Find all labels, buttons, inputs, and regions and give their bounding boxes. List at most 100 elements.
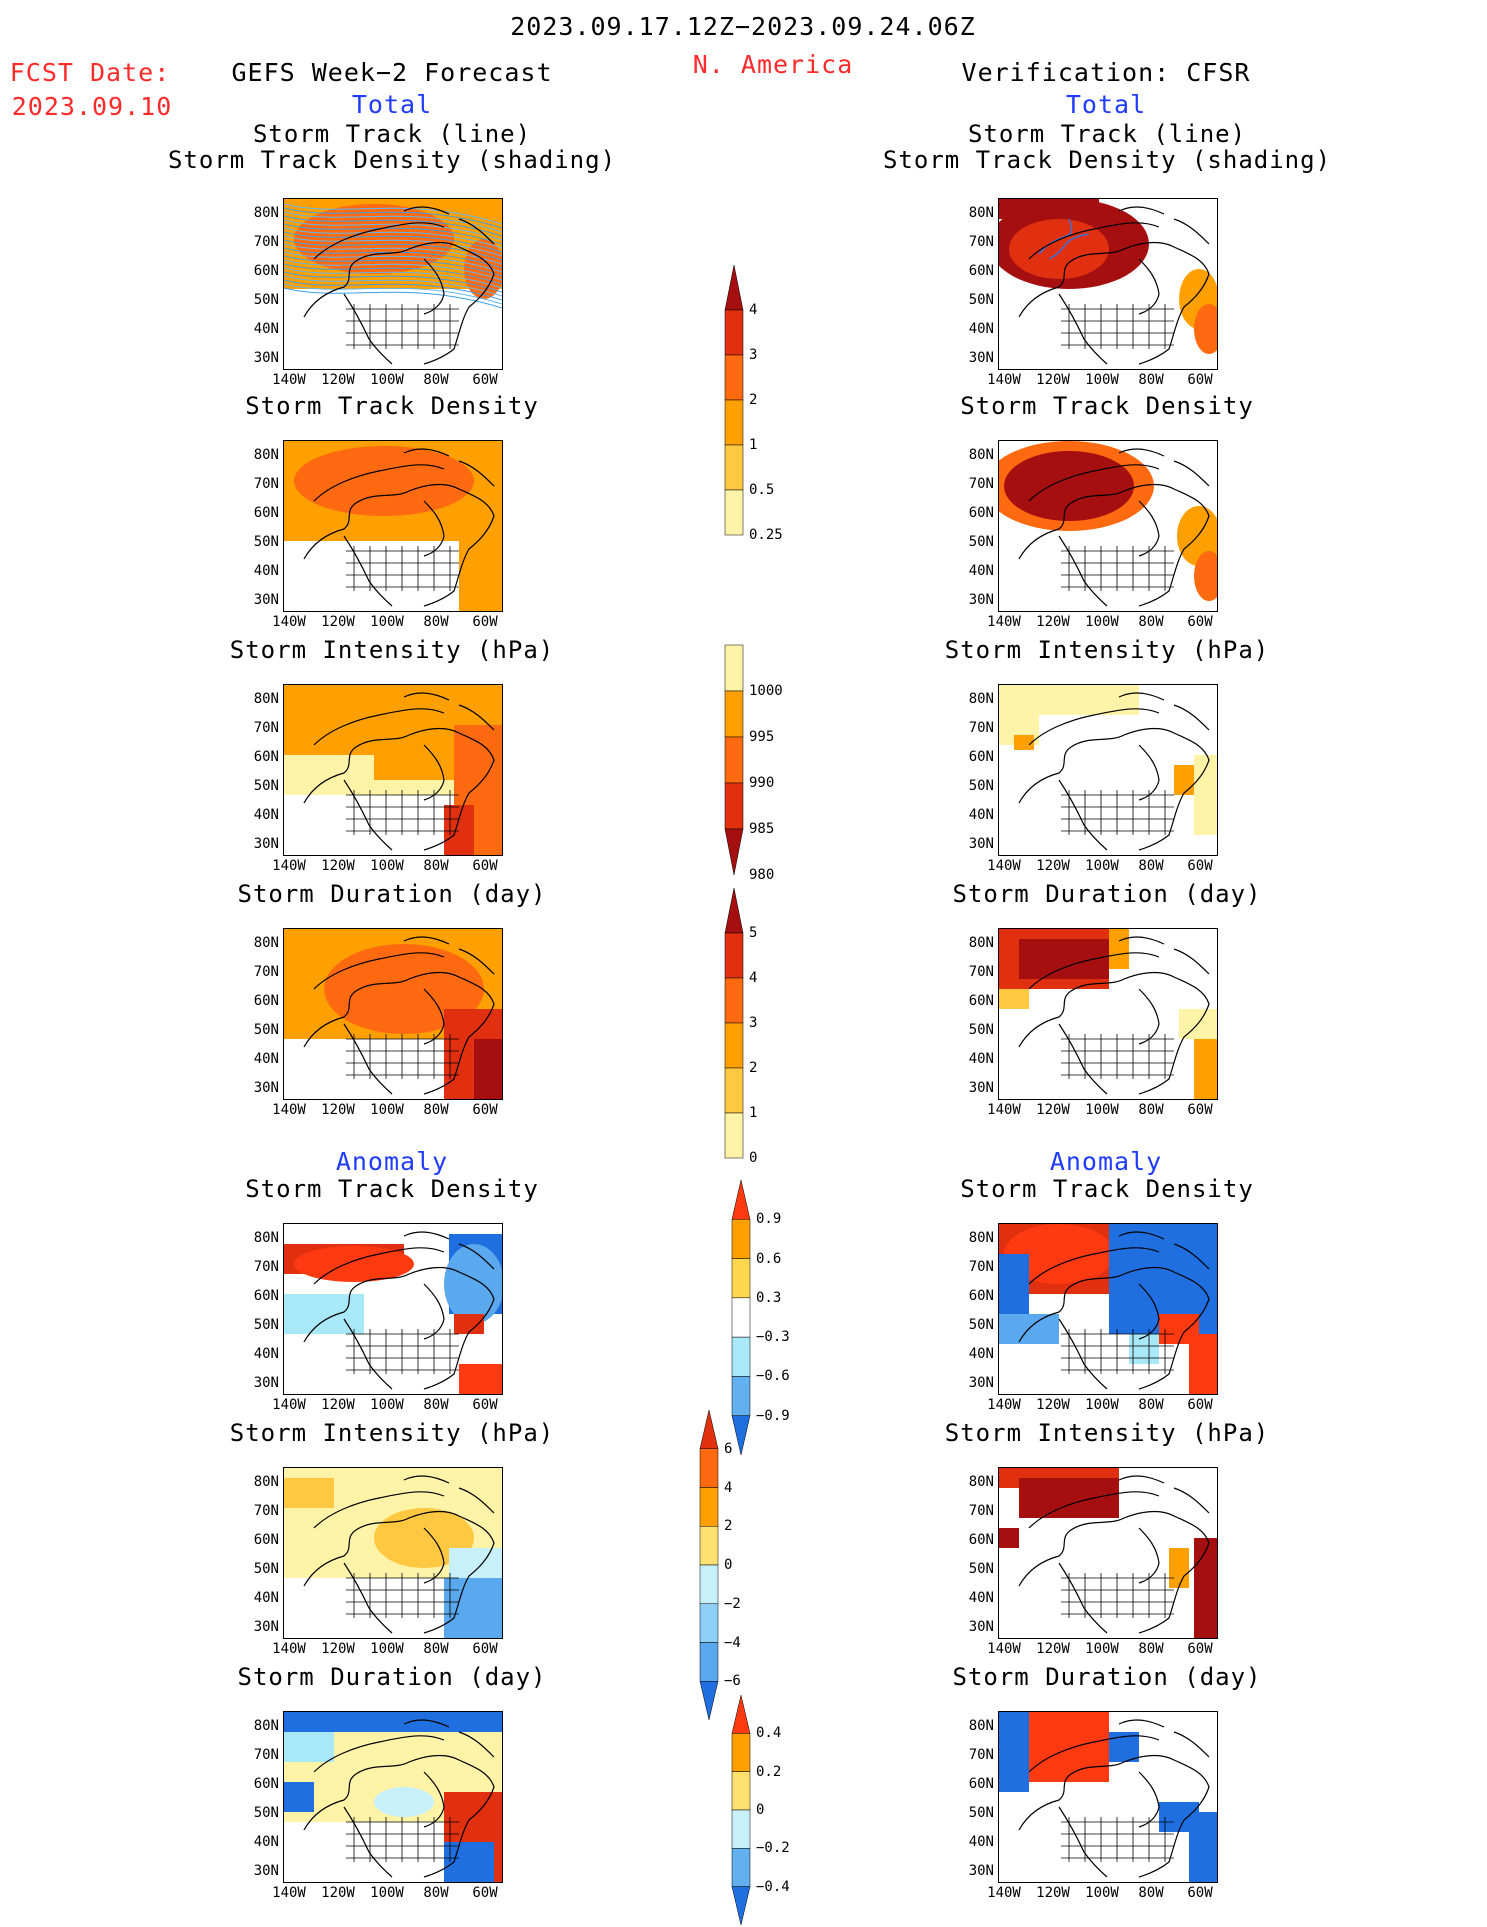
lat-tick-label: 70N: [968, 476, 994, 492]
lon-tick-label: 80W: [423, 372, 449, 388]
colorbar-label: 980: [749, 867, 775, 883]
lon-tick-label: 100W: [370, 1641, 404, 1657]
lon-tick-label: 60W: [472, 1102, 498, 1118]
lat-tick-label: 30N: [968, 1619, 994, 1635]
lat-tick-label: 40N: [968, 807, 994, 823]
lat-tick-label: 40N: [253, 1051, 279, 1067]
lat-tick-label: 30N: [968, 350, 994, 366]
lat-tick-label: 60N: [968, 993, 994, 1009]
colorbar-label: −0.2: [756, 1840, 790, 1857]
colorbar-segment: [731, 1297, 751, 1338]
colorbar-segment: [724, 264, 744, 311]
colorbar-label: −6: [724, 1673, 741, 1690]
lat-tick-label: 80N: [253, 447, 279, 463]
colorbar-segment: [724, 828, 744, 876]
colorbar-segment: [699, 1487, 719, 1527]
lat-tick-label: 60N: [253, 749, 279, 765]
colorbar-segment: [699, 1448, 719, 1488]
colorbar-label: 0.25: [749, 527, 783, 543]
panel-title: Storm Duration (day): [237, 880, 547, 908]
lon-tick-label: 60W: [472, 1397, 498, 1413]
lon-tick-label: 100W: [370, 614, 404, 630]
colorbar-segment: [699, 1409, 719, 1449]
lon-tick-label: 120W: [1036, 1641, 1070, 1657]
colorbar-label: 2: [749, 392, 758, 408]
lat-tick-label: 40N: [968, 563, 994, 579]
colorbar-label: 0.5: [749, 482, 775, 498]
lat-tick-label: 50N: [253, 292, 279, 308]
lat-tick-label: 60N: [968, 1288, 994, 1304]
lat-tick-label: 30N: [253, 1080, 279, 1096]
colorbar-label: −0.6: [756, 1368, 790, 1385]
lat-tick-label: 40N: [253, 563, 279, 579]
lon-tick-label: 80W: [423, 1102, 449, 1118]
map-cfsr-intensity: [998, 684, 1218, 856]
colorbar-segment: [724, 489, 744, 536]
colorbar-label: 985: [749, 821, 775, 837]
colorbar-segment: [724, 782, 744, 830]
lon-tick-label: 60W: [1187, 1641, 1213, 1657]
colorbar-segment: [699, 1642, 719, 1682]
map-gefs-adensity: [283, 1223, 503, 1395]
lat-tick-label: 50N: [968, 292, 994, 308]
lon-tick-label: 60W: [1187, 858, 1213, 874]
colorbar-segment: [731, 1771, 751, 1811]
panel-title: Storm Intensity (hPa): [944, 636, 1270, 664]
lat-tick-label: 80N: [253, 205, 279, 221]
colorbar-segment: [724, 690, 744, 738]
colorbar-label: 0: [756, 1802, 765, 1818]
colorbar-segment: [699, 1681, 719, 1721]
lat-tick-label: 50N: [253, 778, 279, 794]
lon-tick-label: 100W: [370, 858, 404, 874]
colorbar-segment: [699, 1603, 719, 1643]
lat-tick-label: 60N: [968, 749, 994, 765]
colorbar-segment: [731, 1733, 751, 1772]
colorbar-segment: [724, 977, 744, 1024]
region-title: N. America: [692, 50, 854, 79]
lat-tick-label: 80N: [253, 935, 279, 951]
lat-tick-label: 50N: [968, 534, 994, 550]
colorbar-label: 5: [749, 925, 758, 941]
lat-tick-label: 50N: [253, 1561, 279, 1577]
colorbar-segment: [731, 1848, 751, 1887]
lon-tick-label: 80W: [423, 1397, 449, 1413]
lat-tick-label: 30N: [968, 1863, 994, 1879]
lon-tick-label: 120W: [321, 858, 355, 874]
colorbar-label: 0.2: [756, 1763, 782, 1780]
lon-tick-label: 100W: [370, 1397, 404, 1413]
colorbar-label: 0: [724, 1557, 733, 1573]
lon-tick-label: 100W: [370, 1102, 404, 1118]
colorbar-segment: [724, 644, 744, 692]
lon-tick-label: 140W: [987, 858, 1021, 874]
lat-tick-label: 80N: [968, 1718, 994, 1734]
lat-tick-label: 40N: [968, 1834, 994, 1850]
lon-tick-label: 60W: [1187, 614, 1213, 630]
lon-tick-label: 80W: [1138, 1397, 1164, 1413]
colorbar-segment: [724, 399, 744, 446]
lat-tick-label: 60N: [253, 1776, 279, 1792]
lon-tick-label: 120W: [1036, 858, 1070, 874]
lat-tick-label: 50N: [968, 1317, 994, 1333]
lat-tick-label: 80N: [968, 447, 994, 463]
map-gefs-aduration: [283, 1711, 503, 1883]
lat-tick-label: 60N: [968, 505, 994, 521]
lon-tick-label: 60W: [472, 1641, 498, 1657]
lat-tick-label: 70N: [253, 476, 279, 492]
left-anomaly-label: Anomaly: [335, 1147, 449, 1176]
lat-tick-label: 70N: [968, 1503, 994, 1519]
lat-tick-label: 30N: [968, 1080, 994, 1096]
fcst-date-label: FCST Date:: [9, 58, 171, 87]
colorbar-label: 6: [724, 1440, 733, 1457]
colorbar-segment: [699, 1526, 719, 1566]
colorbar-label: 0.9: [756, 1211, 782, 1228]
lat-tick-label: 60N: [968, 263, 994, 279]
lon-tick-label: 80W: [423, 1641, 449, 1657]
lat-tick-label: 80N: [968, 205, 994, 221]
colorbar-label: −0.4: [756, 1878, 790, 1895]
lat-tick-label: 70N: [968, 1747, 994, 1763]
lon-tick-label: 140W: [272, 1885, 306, 1901]
colorbar-segment: [724, 736, 744, 784]
lat-tick-label: 60N: [968, 1532, 994, 1548]
lat-tick-label: 80N: [968, 1474, 994, 1490]
colorbar-label: 3: [749, 1015, 758, 1031]
